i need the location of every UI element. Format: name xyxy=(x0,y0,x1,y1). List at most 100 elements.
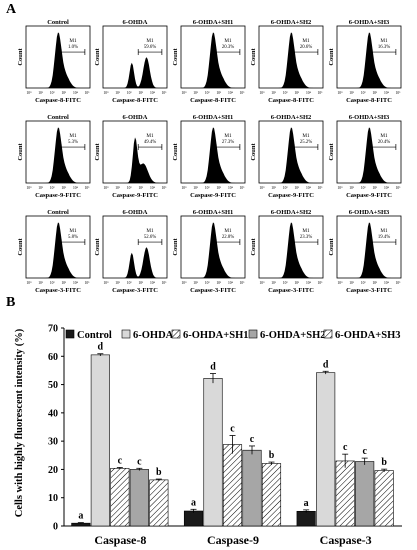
histogram-curve xyxy=(103,137,167,183)
histogram-title: 6-OHDA+SH1 xyxy=(193,209,234,216)
histogram-x-label: Caspase-8-FITC xyxy=(346,97,392,104)
bar xyxy=(242,449,262,527)
bar xyxy=(183,510,204,527)
x-tick-label: 10⁵ xyxy=(318,281,324,285)
histogram-title: 6-OHDA xyxy=(123,114,148,121)
x-tick-label: 10³ xyxy=(61,281,67,285)
y-tick-label: 0 xyxy=(53,522,58,533)
legend-swatch xyxy=(323,329,333,339)
significance-letter: d xyxy=(323,359,329,370)
histogram-x-label: Caspase-3-FITC xyxy=(190,287,236,294)
gate-label: M1 xyxy=(146,133,154,139)
histogram-x-label: Caspase-3-FITC xyxy=(112,287,158,294)
histogram-x-label: Caspase-8-FITC xyxy=(35,97,81,104)
x-tick-label: 10² xyxy=(361,91,366,95)
gate-percent: 52.6% xyxy=(144,235,156,240)
x-tick-label: 10² xyxy=(361,281,366,285)
legend-entry: 6-OHDA+SH3 xyxy=(335,330,401,341)
x-tick-label: 10⁰ xyxy=(337,281,343,285)
x-tick-label: 10⁰ xyxy=(181,281,187,285)
x-tick-label: 10² xyxy=(127,91,132,95)
x-tick-label: 10⁰ xyxy=(103,91,109,95)
histogram-title: Control xyxy=(47,209,69,216)
gate-percent: 1.0% xyxy=(68,45,78,50)
x-tick-label: 10⁴ xyxy=(306,186,312,190)
histogram-x-label: Caspase-9-FITC xyxy=(190,192,236,199)
histogram-y-label: Count xyxy=(328,47,335,65)
x-tick-label: 10⁵ xyxy=(396,281,402,285)
histogram-curve xyxy=(259,127,323,183)
histogram-title: Control xyxy=(47,19,69,26)
x-tick-label: 10³ xyxy=(294,186,300,190)
significance-letter: b xyxy=(269,450,275,461)
x-tick-label: 10³ xyxy=(138,91,144,95)
histogram-y-label: Count xyxy=(17,142,24,160)
x-tick-label: 10² xyxy=(361,186,366,190)
x-tick-label: 10⁰ xyxy=(26,186,32,190)
histogram-x-label: Caspase-8-FITC xyxy=(190,97,236,104)
x-tick-label: 10³ xyxy=(138,281,144,285)
gate-label: M1 xyxy=(224,133,232,139)
x-tick-label: 10⁴ xyxy=(73,186,79,190)
x-tick-label: 10⁰ xyxy=(26,91,32,95)
significance-letter: a xyxy=(304,498,309,509)
x-tick-label: 10⁵ xyxy=(85,186,91,190)
gate-label: M1 xyxy=(224,38,232,44)
histogram-y-label: Count xyxy=(94,237,101,255)
x-tick-label: 10¹ xyxy=(271,186,276,190)
histogram-curve xyxy=(26,32,90,88)
histogram-y-label: Count xyxy=(94,142,101,160)
x-tick-label: 10² xyxy=(283,186,288,190)
x-tick-label: 10⁴ xyxy=(150,91,156,95)
panel-b-label: B xyxy=(6,295,15,310)
bar xyxy=(335,460,355,527)
x-tick-label: 10¹ xyxy=(193,281,198,285)
bar xyxy=(203,378,223,527)
x-tick-label: 10² xyxy=(50,186,55,190)
x-tick-label: 10³ xyxy=(216,91,222,95)
x-tick-label: 10¹ xyxy=(271,91,276,95)
x-tick-label: 10³ xyxy=(294,281,300,285)
x-tick-label: 10⁰ xyxy=(181,91,187,95)
significance-letter: a xyxy=(78,511,83,522)
significance-letter: d xyxy=(98,342,104,353)
panel-a-label: A xyxy=(6,2,17,17)
x-tick-label: 10⁵ xyxy=(240,91,246,95)
x-tick-label: 10⁰ xyxy=(259,91,265,95)
gate-label: M1 xyxy=(302,133,310,139)
y-tick-label: 40 xyxy=(48,408,58,419)
x-tick-label: 10⁵ xyxy=(318,186,324,190)
gate-label: M1 xyxy=(224,228,232,234)
histogram-y-label: Count xyxy=(250,237,257,255)
histogram-x-label: Caspase-9-FITC xyxy=(112,192,158,199)
x-tick-label: 10⁵ xyxy=(240,186,246,190)
histogram-x-label: Caspase-8-FITC xyxy=(112,97,158,104)
x-tick-label: 10² xyxy=(283,281,288,285)
x-tick-label: 10³ xyxy=(372,91,378,95)
x-tick-label: 10⁴ xyxy=(150,281,156,285)
legend-entry: 6-OHDA+SH2 xyxy=(260,330,326,341)
gate-percent: 5.3% xyxy=(68,140,78,145)
histogram-curve xyxy=(337,222,401,278)
significance-letter: b xyxy=(156,467,162,478)
histogram-title: 6-OHDA+SH3 xyxy=(349,19,390,26)
bar xyxy=(296,510,316,527)
x-tick-label: 10⁵ xyxy=(162,281,168,285)
x-tick-label: 10⁰ xyxy=(337,186,343,190)
histogram-title: 6-OHDA+SH2 xyxy=(271,209,312,216)
histogram-curve xyxy=(181,32,245,88)
x-tick-label: 10⁰ xyxy=(259,281,265,285)
y-tick-label: 10 xyxy=(48,493,58,504)
x-tick-label: 10¹ xyxy=(193,186,198,190)
gate-percent: 5.8% xyxy=(68,235,78,240)
x-tick-label: 10⁵ xyxy=(85,281,91,285)
histogram-curve xyxy=(181,127,245,183)
x-tick-label: 10⁰ xyxy=(259,186,265,190)
histogram-y-label: Count xyxy=(172,237,179,255)
